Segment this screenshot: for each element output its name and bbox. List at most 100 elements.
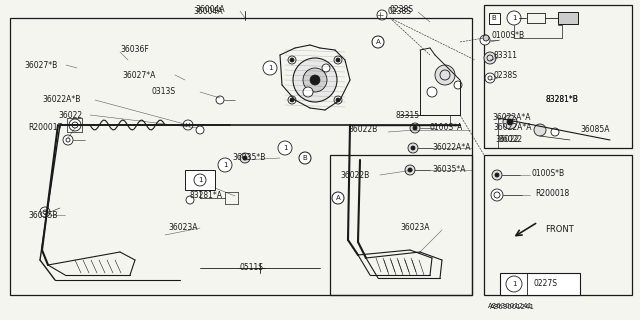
Bar [500,273,580,295]
Text: 36035*A: 36035*A [432,165,465,174]
Text: 36035*B: 36035*B [232,154,266,163]
Circle shape [503,115,517,129]
Circle shape [183,120,193,130]
Circle shape [293,58,337,102]
Circle shape [507,11,521,25]
Text: 36027*A: 36027*A [122,70,156,79]
Text: 83311: 83311 [494,51,518,60]
Text: 36022A*A: 36022A*A [492,114,531,123]
Bar [484,5,632,148]
Circle shape [506,276,522,292]
Text: 36022A*A: 36022A*A [493,124,531,132]
Text: 36022A*B: 36022A*B [42,95,81,105]
Text: R200018: R200018 [535,188,569,197]
Circle shape [69,119,81,131]
Circle shape [303,68,327,92]
Text: 36023A: 36023A [400,223,429,233]
Circle shape [484,52,496,64]
Text: 0227S: 0227S [534,279,558,289]
Bar [10,18,472,295]
Circle shape [551,128,559,136]
Text: 36022: 36022 [495,135,519,145]
Text: 36022: 36022 [498,135,522,145]
Text: 36085A: 36085A [580,125,609,134]
Circle shape [485,73,495,83]
Circle shape [334,96,342,104]
Circle shape [218,158,232,172]
Text: 0238S: 0238S [494,70,518,79]
Text: 36022B: 36022B [340,171,369,180]
Circle shape [290,58,294,62]
Text: 36022A*A: 36022A*A [432,143,470,153]
Text: A363001241: A363001241 [488,303,533,309]
Text: 36035B: 36035B [28,211,58,220]
Text: B: B [492,15,497,21]
Circle shape [310,75,320,85]
Text: 0100S*B: 0100S*B [532,169,565,178]
Circle shape [288,56,296,64]
Circle shape [491,189,503,201]
Circle shape [40,207,50,217]
Text: 36022: 36022 [58,110,82,119]
Circle shape [410,123,420,133]
Text: 83281*B: 83281*B [545,95,578,105]
Circle shape [435,65,455,85]
Circle shape [216,96,224,104]
Circle shape [507,119,513,125]
Text: 36004A: 36004A [193,6,223,15]
Circle shape [322,64,330,72]
Circle shape [336,58,340,62]
Text: 36036F: 36036F [120,45,148,54]
Circle shape [240,153,250,163]
Text: 1: 1 [223,162,227,168]
Circle shape [495,173,499,177]
Text: A: A [376,39,380,45]
Text: 83281*A: 83281*A [190,191,223,201]
Circle shape [290,98,294,102]
Text: 0511S: 0511S [240,263,264,273]
Circle shape [332,192,344,204]
Bar [488,12,499,23]
Circle shape [334,56,342,64]
Bar [330,155,472,295]
Text: 1: 1 [283,145,287,151]
Text: 36004A: 36004A [195,5,225,14]
Text: A: A [335,195,340,201]
Circle shape [413,126,417,130]
Circle shape [194,174,206,186]
Circle shape [336,98,340,102]
Text: 1: 1 [512,281,516,287]
Circle shape [454,81,462,89]
Text: 36022B: 36022B [348,125,377,134]
Text: 0238S: 0238S [390,5,414,14]
Text: A363001241: A363001241 [490,304,535,310]
Circle shape [377,10,387,20]
Bar [185,170,215,190]
Text: 0238S: 0238S [388,6,412,15]
Text: 1: 1 [198,177,202,183]
Circle shape [408,143,418,153]
Circle shape [243,156,247,160]
Text: FRONT: FRONT [545,226,573,235]
Circle shape [278,141,292,155]
Text: 83315: 83315 [396,110,420,119]
Circle shape [372,36,384,48]
Text: 1: 1 [512,15,516,21]
Circle shape [427,87,437,97]
Text: B: B [303,155,307,161]
Circle shape [186,196,194,204]
Circle shape [534,124,546,136]
Text: 83281*B: 83281*B [545,95,578,105]
Text: 0100S*B: 0100S*B [492,30,525,39]
Text: 0100S*A: 0100S*A [430,124,463,132]
Circle shape [299,152,311,164]
Bar [484,155,632,295]
Circle shape [405,165,415,175]
Text: 0313S: 0313S [152,87,176,97]
Circle shape [196,126,204,134]
Circle shape [63,135,73,145]
Circle shape [411,146,415,150]
Circle shape [263,61,277,75]
Text: R200017: R200017 [28,124,62,132]
Text: 36023A: 36023A [168,223,198,233]
